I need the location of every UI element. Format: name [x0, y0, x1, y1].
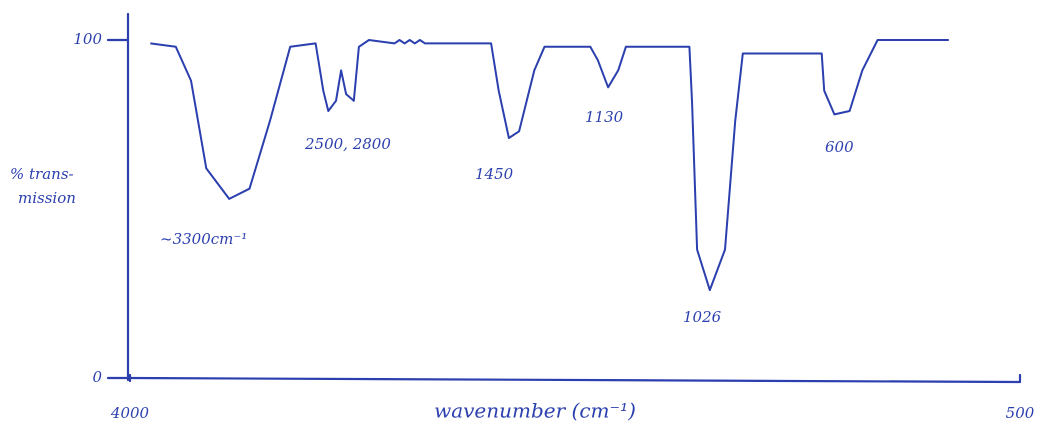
y-axis-label: % trans-: [10, 165, 74, 183]
x-tick-label: 4000: [110, 404, 150, 422]
y-axis-label: mission: [18, 189, 76, 207]
peak-annotation: 1026: [683, 308, 722, 326]
chart: wavenumber (cm⁻¹) % trans- mission 0 100 4…: [0, 0, 1053, 431]
peak-annotation: ~3300cm⁻¹: [160, 230, 247, 248]
page: wavenumber (cm⁻¹) % trans- mission 0 100 4…: [0, 0, 1053, 431]
x-tick-label: 500: [1006, 404, 1035, 422]
spectrum-line: [150, 40, 949, 290]
y-tick-label: 0: [92, 368, 102, 386]
peak-annotation: 1450: [475, 165, 514, 183]
peak-annotation: 2500, 2800: [304, 135, 391, 153]
x-axis-label: wavenumber (cm⁻¹): [434, 399, 636, 423]
peak-annotation: 600: [825, 138, 854, 156]
peak-annotation: 1130: [585, 108, 624, 126]
y-tick-label: 100: [73, 30, 102, 48]
x-axis: [130, 378, 1020, 382]
